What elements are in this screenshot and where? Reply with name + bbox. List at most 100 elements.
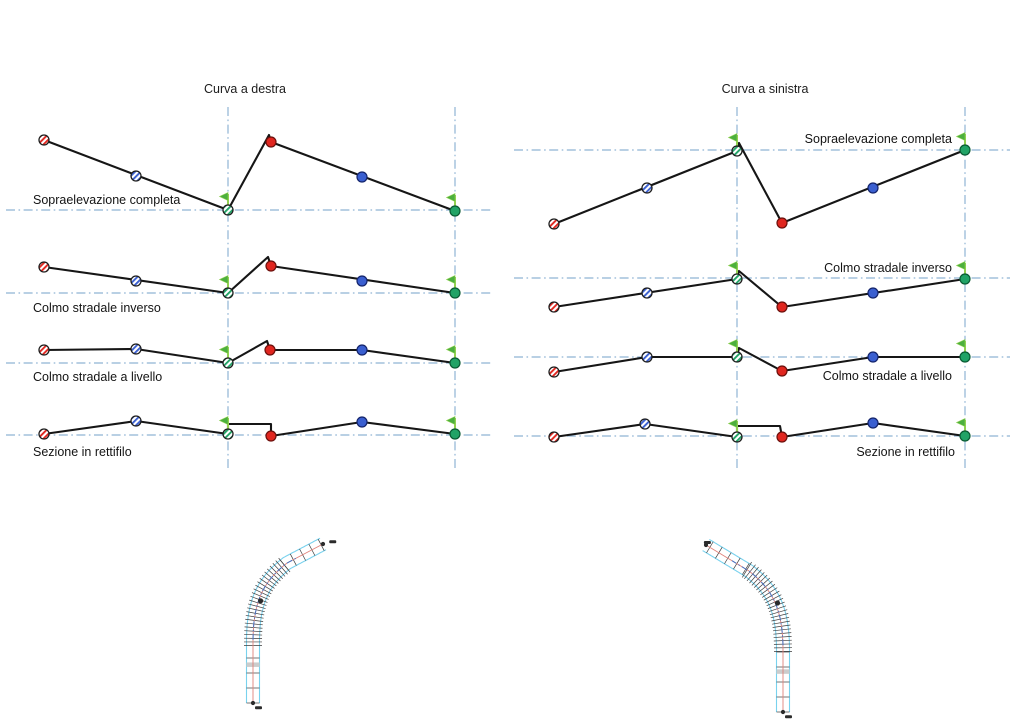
marker-green-dot	[449, 428, 461, 440]
road-end-label-mark	[703, 541, 711, 545]
marker-red-dot	[265, 430, 277, 442]
marker-blue-striped	[641, 351, 653, 363]
flag-triangle	[445, 275, 456, 284]
flag-triangle	[218, 345, 229, 354]
road-end-mark	[250, 700, 256, 706]
flag-triangle	[218, 275, 229, 284]
marker-red-striped	[548, 366, 560, 378]
edge-profile-line	[42, 339, 457, 365]
road-centerline	[705, 544, 784, 712]
road-edge	[245, 537, 321, 703]
flag-triangle	[955, 339, 966, 348]
marker-green-dot	[449, 287, 461, 299]
flag-triangle	[955, 418, 966, 427]
marker-green-striped	[731, 273, 743, 285]
marker-green-dot	[959, 430, 971, 442]
marker-blue-striped	[130, 275, 142, 287]
edge-profile-line	[42, 419, 457, 438]
marker-green-striped	[731, 351, 743, 363]
road-edge	[702, 550, 778, 712]
marker-red-dot	[265, 260, 277, 272]
marker-blue-dot	[867, 287, 879, 299]
road-end-label-mark	[255, 706, 262, 710]
marker-green-striped	[222, 357, 234, 369]
marker-green-striped	[222, 287, 234, 299]
road-edge	[258, 549, 327, 703]
flag-triangle	[727, 419, 738, 428]
marker-red-striped	[548, 431, 560, 443]
marker-green-striped	[731, 431, 743, 443]
road-mid-station-mark	[774, 600, 781, 606]
road-plans-layer	[243, 537, 792, 719]
edge-profile-line	[552, 421, 967, 439]
flag-triangle	[218, 416, 229, 425]
edge-profiles-layer	[42, 133, 967, 439]
point-markers-layer	[38, 132, 971, 443]
road-spiral-overlay	[731, 560, 784, 646]
marker-red-dot	[776, 301, 788, 313]
marker-blue-dot	[867, 351, 879, 363]
road-end-mark	[780, 709, 786, 715]
reference-lines-layer	[6, 107, 1010, 470]
marker-blue-striped	[130, 343, 142, 355]
edge-profile-line	[42, 133, 457, 213]
marker-green-dot	[959, 273, 971, 285]
marker-blue-dot	[356, 344, 368, 356]
right-diagram-title: Curva a sinistra	[722, 82, 809, 96]
edge-profile-line	[552, 269, 967, 309]
label-colmo-stradale-a-livello-left: Colmo stradale a livello	[33, 370, 162, 384]
marker-red-striped	[38, 428, 50, 440]
flag-triangle	[445, 345, 456, 354]
marker-blue-dot	[867, 417, 879, 429]
flag-triangle	[445, 416, 456, 425]
label-colmo-stradale-a-livello-right: Colmo stradale a livello	[823, 369, 952, 383]
label-colmo-stradale-inverso-left: Colmo stradale inverso	[33, 301, 161, 315]
flag-triangle	[727, 261, 738, 270]
flag-triangle	[445, 193, 456, 202]
label-sopraelevazione-completa-left: Sopraelevazione completa	[33, 193, 180, 207]
marker-blue-dot	[867, 182, 879, 194]
marker-blue-striped	[641, 182, 653, 194]
label-sopraelevazione-completa-right: Sopraelevazione completa	[805, 132, 952, 146]
marker-blue-dot	[356, 416, 368, 428]
road-mid-station-mark	[258, 598, 264, 604]
marker-blue-dot	[356, 275, 368, 287]
road-end-mark	[320, 541, 326, 547]
edge-profile-line	[552, 141, 967, 226]
marker-blue-striped	[130, 170, 142, 182]
label-sezione-in-rettifilo-right: Sezione in rettifilo	[856, 445, 955, 459]
flag-triangle	[727, 133, 738, 142]
marker-red-striped	[548, 218, 560, 230]
marker-red-dot	[776, 365, 788, 377]
marker-red-striped	[38, 134, 50, 146]
marker-green-striped	[731, 145, 743, 157]
road-centerline	[252, 543, 324, 703]
road-end-label-mark	[329, 540, 337, 544]
marker-red-striped	[38, 344, 50, 356]
right-curved-road-plan	[702, 538, 792, 719]
marker-red-striped	[548, 301, 560, 313]
marker-green-striped	[222, 204, 234, 216]
marker-red-dot	[776, 431, 788, 443]
marker-green-dot	[959, 351, 971, 363]
marker-blue-dot	[356, 171, 368, 183]
road-spiral-overlay	[252, 557, 298, 640]
marker-blue-striped	[639, 418, 651, 430]
road-edge	[709, 538, 791, 712]
marker-red-dot	[265, 136, 277, 148]
road-end-label-mark	[785, 715, 792, 719]
marker-red-dot	[264, 344, 276, 356]
marker-green-dot	[449, 357, 461, 369]
marker-red-dot	[776, 217, 788, 229]
flag-triangle	[955, 261, 966, 270]
flag-triangle	[955, 132, 966, 141]
marker-blue-striped	[130, 415, 142, 427]
marker-green-dot	[959, 144, 971, 156]
marker-green-striped	[222, 428, 234, 440]
flag-triangle	[218, 192, 229, 201]
label-colmo-stradale-inverso-right: Colmo stradale inverso	[824, 261, 952, 275]
marker-green-dot	[449, 205, 461, 217]
left-diagram-title: Curva a destra	[204, 82, 286, 96]
